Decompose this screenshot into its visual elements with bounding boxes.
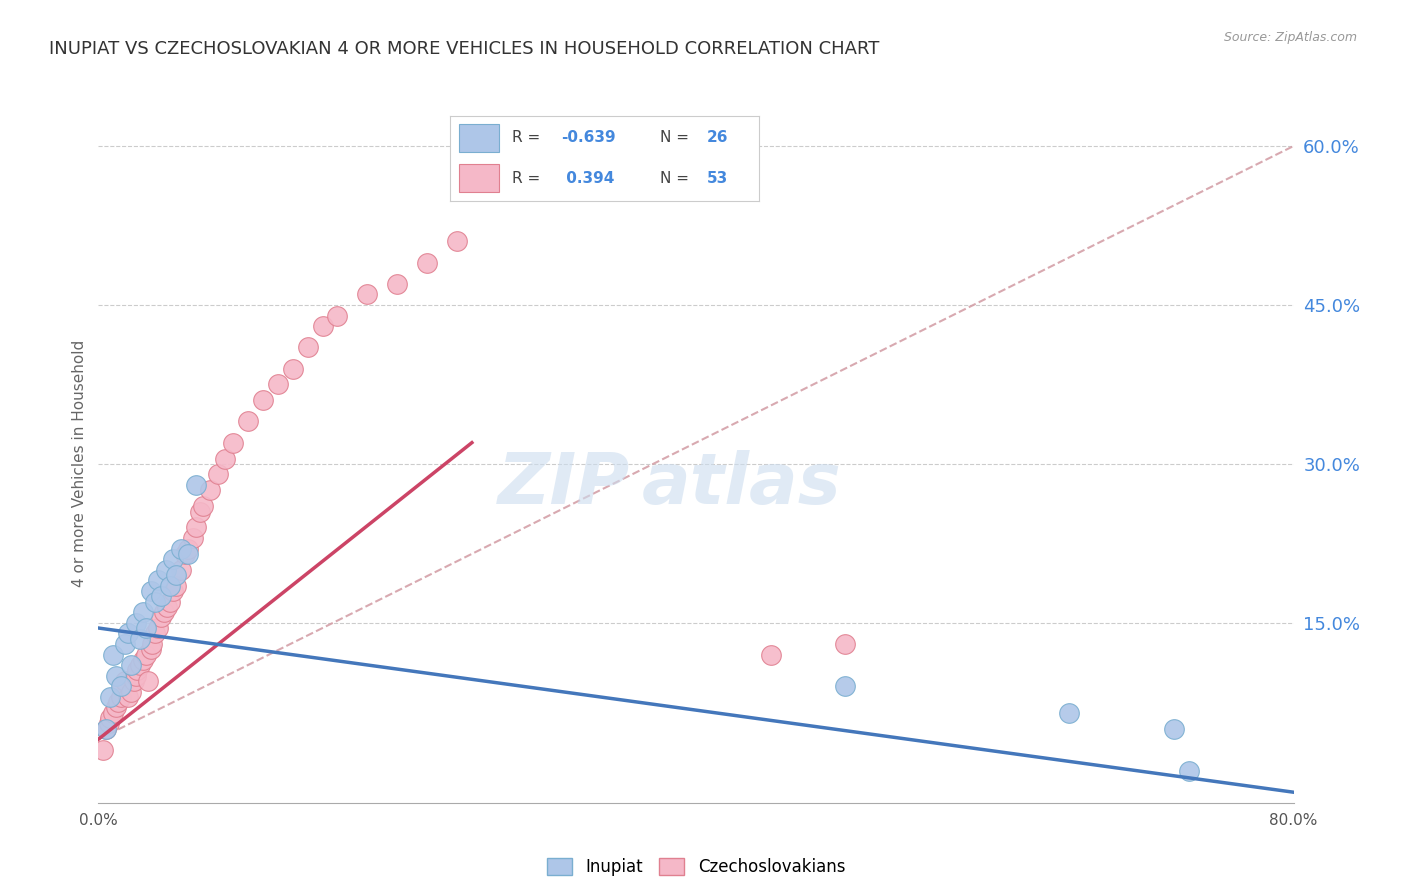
Point xyxy=(177,541,200,556)
Text: 26: 26 xyxy=(707,130,728,145)
Point xyxy=(125,615,148,630)
Point xyxy=(125,669,148,683)
Point xyxy=(174,547,197,561)
Point xyxy=(159,579,181,593)
Point xyxy=(165,579,187,593)
Point xyxy=(148,621,170,635)
Point xyxy=(136,673,159,688)
Point xyxy=(141,637,163,651)
Point xyxy=(169,563,191,577)
Point xyxy=(416,255,439,269)
Bar xyxy=(460,124,499,152)
Point xyxy=(150,589,173,603)
Point xyxy=(165,568,187,582)
Point xyxy=(132,653,155,667)
Point xyxy=(103,706,125,720)
Point xyxy=(110,679,132,693)
Point xyxy=(834,679,856,693)
Point xyxy=(117,690,139,704)
Point xyxy=(162,584,184,599)
Point xyxy=(281,361,304,376)
Point xyxy=(97,716,120,731)
Point xyxy=(156,599,179,614)
Point xyxy=(326,309,349,323)
Point xyxy=(356,287,378,301)
Point xyxy=(252,393,274,408)
Text: R =: R = xyxy=(512,170,540,186)
Point xyxy=(155,563,177,577)
Point xyxy=(105,700,128,714)
Point xyxy=(103,648,125,662)
Point xyxy=(1178,764,1201,778)
Point xyxy=(207,467,229,482)
Text: ZIP: ZIP xyxy=(498,450,630,518)
Point xyxy=(159,594,181,608)
Point xyxy=(148,574,170,588)
Point xyxy=(267,377,290,392)
Point xyxy=(127,664,149,678)
Point xyxy=(297,340,319,354)
Point xyxy=(834,637,856,651)
Point xyxy=(139,642,162,657)
Point xyxy=(184,520,207,534)
Point xyxy=(124,673,146,688)
Point xyxy=(120,658,142,673)
Point xyxy=(100,711,122,725)
Point xyxy=(105,669,128,683)
Point xyxy=(94,722,117,736)
Point xyxy=(184,478,207,492)
Text: 53: 53 xyxy=(707,170,728,186)
Point xyxy=(385,277,409,291)
Point xyxy=(191,500,214,514)
Point xyxy=(139,584,162,599)
Bar xyxy=(460,164,499,192)
Point xyxy=(129,632,152,646)
Text: atlas: atlas xyxy=(643,450,842,518)
Point xyxy=(129,658,152,673)
Point xyxy=(107,695,129,709)
Point xyxy=(169,541,191,556)
Point xyxy=(759,648,782,662)
Point xyxy=(188,504,211,518)
Point xyxy=(110,690,132,704)
Point xyxy=(111,679,134,693)
Point xyxy=(1059,706,1081,720)
Point xyxy=(236,415,259,429)
Point xyxy=(117,626,139,640)
Point xyxy=(94,722,117,736)
Point xyxy=(446,235,468,249)
Point xyxy=(135,648,157,662)
Point xyxy=(143,626,166,640)
Point xyxy=(150,610,173,624)
Text: 0.394: 0.394 xyxy=(561,170,614,186)
Point xyxy=(114,673,136,688)
Point xyxy=(132,605,155,619)
Point xyxy=(120,684,142,698)
Point xyxy=(91,743,114,757)
Point xyxy=(177,547,200,561)
Text: -0.639: -0.639 xyxy=(561,130,616,145)
Text: Source: ZipAtlas.com: Source: ZipAtlas.com xyxy=(1223,31,1357,45)
Text: N =: N = xyxy=(661,170,689,186)
Point xyxy=(1163,722,1185,736)
Point xyxy=(100,690,122,704)
Point xyxy=(114,637,136,651)
Point xyxy=(200,483,222,498)
Legend: Inupiat, Czechoslovakians: Inupiat, Czechoslovakians xyxy=(540,851,852,882)
Point xyxy=(181,531,204,545)
Point xyxy=(311,319,333,334)
Text: INUPIAT VS CZECHOSLOVAKIAN 4 OR MORE VEHICLES IN HOUSEHOLD CORRELATION CHART: INUPIAT VS CZECHOSLOVAKIAN 4 OR MORE VEH… xyxy=(49,40,880,58)
Point xyxy=(143,594,166,608)
Text: R =: R = xyxy=(512,130,540,145)
Point xyxy=(162,552,184,566)
Text: N =: N = xyxy=(661,130,689,145)
Point xyxy=(214,451,236,466)
Point xyxy=(135,621,157,635)
Y-axis label: 4 or more Vehicles in Household: 4 or more Vehicles in Household xyxy=(72,340,87,588)
Point xyxy=(153,605,176,619)
Point xyxy=(222,435,245,450)
